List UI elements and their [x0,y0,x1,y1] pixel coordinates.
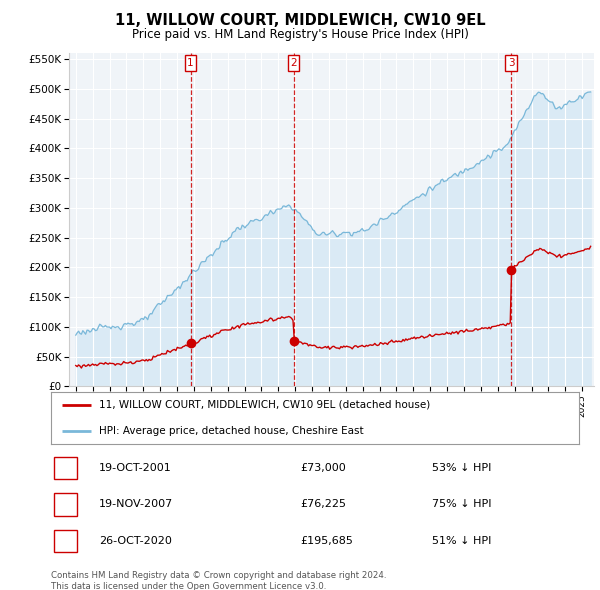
Text: 2: 2 [62,500,69,509]
Text: 1: 1 [62,463,69,473]
Text: 75% ↓ HPI: 75% ↓ HPI [432,500,491,509]
Text: 19-NOV-2007: 19-NOV-2007 [99,500,173,509]
Text: Price paid vs. HM Land Registry's House Price Index (HPI): Price paid vs. HM Land Registry's House … [131,28,469,41]
Text: 19-OCT-2001: 19-OCT-2001 [99,463,172,473]
Text: 26-OCT-2020: 26-OCT-2020 [99,536,172,546]
Text: This data is licensed under the Open Government Licence v3.0.: This data is licensed under the Open Gov… [51,582,326,590]
Text: 1: 1 [187,58,194,68]
Text: 53% ↓ HPI: 53% ↓ HPI [432,463,491,473]
Text: £195,685: £195,685 [300,536,353,546]
Text: 51% ↓ HPI: 51% ↓ HPI [432,536,491,546]
Text: HPI: Average price, detached house, Cheshire East: HPI: Average price, detached house, Ches… [98,426,363,435]
Text: £76,225: £76,225 [300,500,346,509]
Text: 11, WILLOW COURT, MIDDLEWICH, CW10 9EL: 11, WILLOW COURT, MIDDLEWICH, CW10 9EL [115,13,485,28]
Text: 3: 3 [508,58,515,68]
Text: 11, WILLOW COURT, MIDDLEWICH, CW10 9EL (detached house): 11, WILLOW COURT, MIDDLEWICH, CW10 9EL (… [98,400,430,409]
Text: 2: 2 [290,58,297,68]
Text: 3: 3 [62,536,69,546]
Text: Contains HM Land Registry data © Crown copyright and database right 2024.: Contains HM Land Registry data © Crown c… [51,571,386,580]
Text: £73,000: £73,000 [300,463,346,473]
